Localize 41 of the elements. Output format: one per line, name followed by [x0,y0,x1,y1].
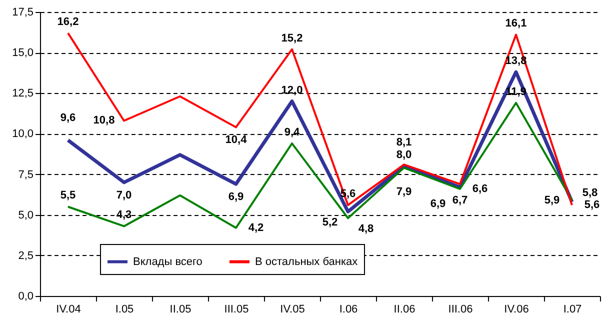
data-label: 5,2 [322,216,338,229]
data-label: 7,9 [396,186,412,198]
data-label: 4,2 [248,222,264,234]
data-label: 5,9 [544,194,560,206]
data-label: 16,2 [57,16,79,28]
y-tick-label: 0,0 [18,290,34,302]
y-tick-label: 2,5 [18,250,34,262]
y-tick-label: 5,0 [18,209,34,222]
data-label: 5,8 [582,186,598,199]
y-tick-label: 12,5 [12,88,34,100]
data-label: 6,6 [472,182,488,195]
x-tick-label: III.05 [224,304,249,316]
x-tick-label: II.06 [394,304,416,316]
y-tick-label: 15,0 [12,47,34,60]
data-label: 10,4 [225,134,248,146]
data-label: 15,2 [281,32,303,44]
data-label: 6,9 [228,191,244,204]
data-label: 4,8 [358,223,374,236]
data-label: 9,6 [60,112,76,124]
x-tick-label: IV.06 [504,304,529,316]
data-label: 5,5 [60,190,76,202]
x-tick-label: I.07 [563,304,582,316]
data-label: 16,1 [505,18,527,30]
x-tick-label: II.05 [170,304,192,316]
data-label: 6,7 [452,194,468,206]
data-label: 8,0 [396,149,412,162]
y-tick-label: 7,5 [18,168,34,181]
x-tick-label: IV.05 [280,304,305,316]
data-label: 8,1 [396,136,412,149]
x-tick-label: III.06 [448,304,473,316]
legend-label: Вклады всего [133,256,202,268]
data-label: 6,9 [430,198,446,210]
data-label: 5,6 [584,199,600,212]
x-tick-label: IV.04 [56,304,81,316]
x-tick-label: I.05 [115,304,134,316]
y-tick-label: 17,5 [12,6,34,18]
data-label: 7,0 [116,189,132,202]
y-tick-label: 10,0 [12,128,34,140]
data-label: 10,8 [93,114,115,127]
legend-label: В остальных банках [255,256,358,268]
x-tick-label: I.06 [339,304,358,316]
